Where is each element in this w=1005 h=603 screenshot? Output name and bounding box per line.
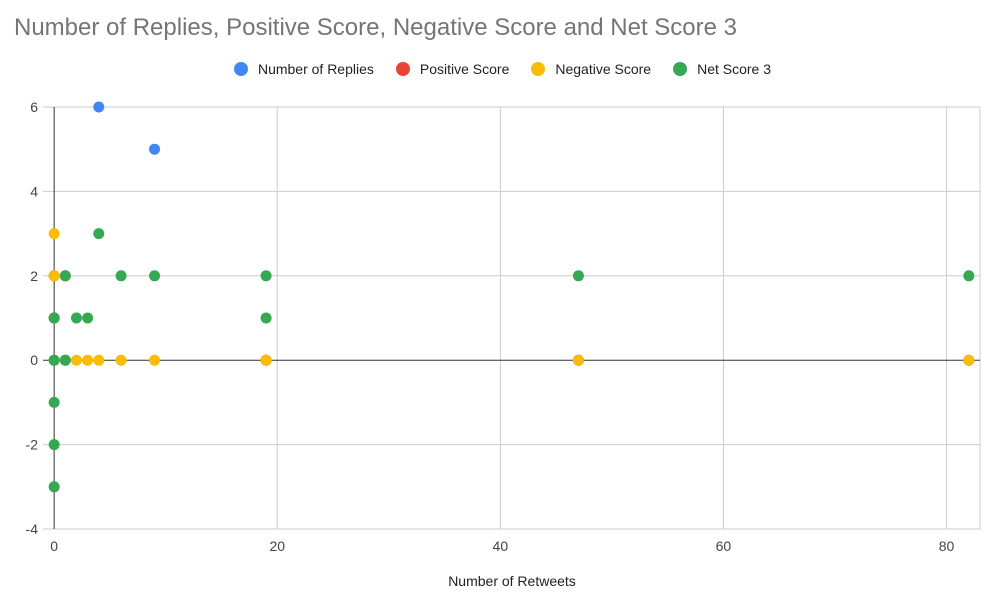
legend-label: Positive Score [419, 61, 510, 77]
legend-label: Negative Score [555, 61, 652, 77]
data-point[interactable] [93, 354, 105, 366]
data-point[interactable] [963, 270, 975, 282]
data-point[interactable] [59, 354, 71, 366]
data-point[interactable] [260, 312, 272, 324]
data-point[interactable] [572, 354, 584, 366]
data-point[interactable] [572, 270, 584, 282]
data-point[interactable] [82, 312, 94, 324]
data-point[interactable] [149, 270, 161, 282]
y-tick-label: 4 [30, 183, 38, 199]
x-tick-label: 60 [716, 538, 732, 554]
data-point[interactable] [115, 354, 127, 366]
data-point[interactable] [48, 439, 60, 451]
data-point[interactable] [149, 354, 161, 366]
axes [43, 107, 980, 529]
x-tick-label: 80 [939, 538, 955, 554]
legend-swatch [233, 62, 248, 76]
y-tick-label: 0 [30, 352, 38, 368]
y-tick-label: -4 [26, 521, 39, 537]
data-point[interactable] [48, 228, 60, 240]
data-point[interactable] [115, 270, 127, 282]
legend: Number of Replies Positive Score Negativ… [0, 61, 1005, 77]
legend-swatch [673, 62, 688, 76]
data-point[interactable] [93, 228, 105, 240]
y-tick-label: 6 [30, 99, 38, 115]
legend-label: Number of Replies [257, 61, 374, 77]
data-point[interactable] [48, 396, 60, 408]
legend-item-positive[interactable]: Positive Score [395, 61, 510, 77]
legend-item-net[interactable]: Net Score 3 [673, 61, 771, 77]
data-point[interactable] [59, 270, 71, 282]
data-point[interactable] [48, 270, 60, 282]
x-tick-label: 0 [50, 538, 58, 554]
y-tick-label: -2 [26, 437, 39, 453]
data-point[interactable] [48, 354, 60, 366]
data-point[interactable] [149, 143, 161, 155]
legend-item-replies[interactable]: Number of Replies [233, 61, 374, 77]
data-point[interactable] [48, 481, 60, 493]
data-point[interactable] [93, 101, 105, 113]
data-point[interactable] [260, 354, 272, 366]
data-point[interactable] [82, 354, 94, 366]
x-tick-label: 20 [269, 538, 285, 554]
gridlines [43, 106, 981, 530]
legend-swatch [395, 62, 410, 76]
chart-title: Number of Replies, Positive Score, Negat… [14, 14, 738, 41]
legend-swatch [531, 62, 546, 76]
data-point[interactable] [260, 270, 272, 282]
legend-label: Net Score 3 [697, 61, 772, 77]
y-tick-label: 2 [30, 268, 38, 284]
x-tick-label: 40 [493, 538, 509, 554]
x-axis-title: Number of Retweets [448, 573, 576, 589]
legend-item-negative[interactable]: Negative Score [531, 61, 651, 77]
data-points [48, 101, 975, 493]
data-point[interactable] [963, 354, 975, 366]
data-point[interactable] [48, 312, 60, 324]
data-point[interactable] [70, 354, 82, 366]
data-point[interactable] [70, 312, 82, 324]
